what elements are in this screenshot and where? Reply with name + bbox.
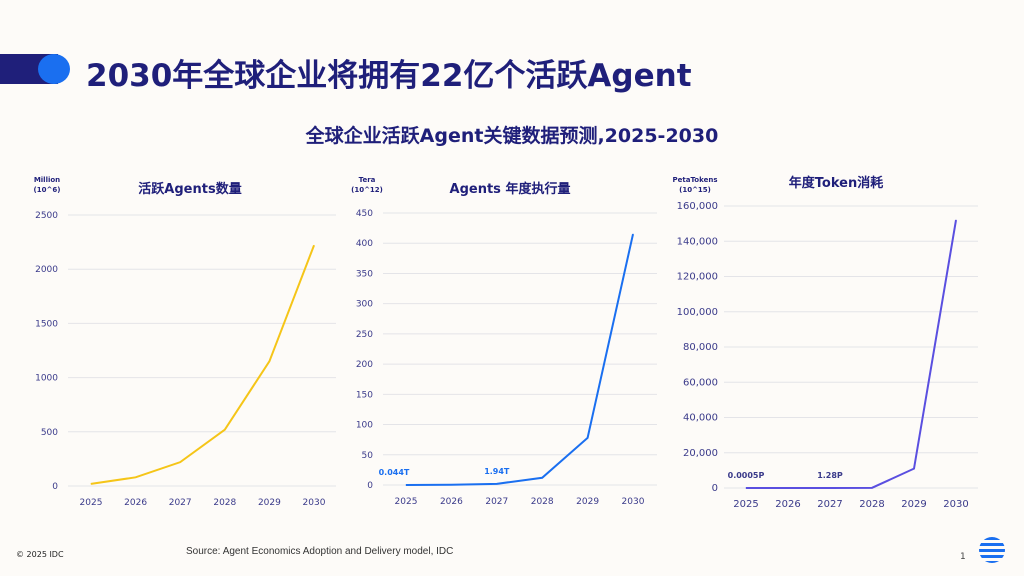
data-point: [313, 244, 315, 246]
chart-title: 活跃Agents数量: [138, 181, 241, 197]
data-point: [179, 461, 181, 463]
y-unit-label: Tera: [359, 176, 376, 184]
data-point: [871, 487, 873, 489]
data-point: [135, 476, 137, 478]
data-point: [787, 487, 789, 489]
x-tick-label: 2027: [817, 499, 842, 510]
y-tick-label: 1000: [35, 374, 58, 384]
series-line: [405, 233, 634, 486]
data-label: 1.94T: [484, 467, 510, 476]
data-point: [913, 468, 915, 470]
x-tick-label: 2027: [485, 497, 508, 507]
y-tick-label: 400: [356, 239, 373, 249]
x-tick-label: 2026: [124, 498, 147, 508]
y-tick-label: 50: [362, 451, 374, 461]
idc-logo-icon: [979, 537, 1005, 563]
x-tick-label: 2029: [258, 498, 281, 508]
data-point: [224, 429, 226, 431]
x-tick-label: 2028: [859, 499, 884, 510]
page-number: 1: [960, 552, 966, 562]
y-tick-label: 2500: [35, 211, 58, 221]
x-tick-label: 2028: [531, 497, 554, 507]
y-tick-label: 350: [356, 269, 373, 279]
data-point: [587, 437, 589, 439]
data-label: 0.0005P: [728, 471, 765, 480]
y-tick-label: 80,000: [683, 342, 718, 353]
y-unit-label: (10^12): [351, 186, 383, 194]
y-tick-label: 20,000: [683, 448, 718, 459]
y-tick-label: 0: [367, 481, 373, 491]
data-label: 1.28P: [817, 471, 843, 480]
y-tick-label: 1500: [35, 319, 58, 329]
y-tick-label: 250: [356, 330, 373, 340]
data-point: [268, 360, 270, 362]
x-tick-label: 2025: [80, 498, 103, 508]
x-tick-label: 2026: [440, 497, 463, 507]
data-point: [541, 477, 543, 479]
y-tick-label: 450: [356, 209, 373, 219]
y-tick-label: 150: [356, 390, 373, 400]
y-tick-label: 300: [356, 300, 373, 310]
x-tick-label: 2030: [943, 499, 968, 510]
y-unit-label: (10^6): [34, 186, 61, 194]
x-tick-label: 2030: [303, 498, 326, 508]
x-tick-label: 2026: [775, 499, 800, 510]
x-tick-label: 2025: [395, 497, 418, 507]
y-tick-label: 0: [712, 483, 718, 494]
copyright: © 2025 IDC: [16, 550, 64, 559]
data-point: [829, 487, 831, 489]
y-tick-label: 0: [52, 482, 58, 492]
y-tick-label: 160,000: [677, 201, 718, 212]
data-point: [955, 219, 957, 221]
x-tick-label: 2029: [901, 499, 926, 510]
x-tick-label: 2027: [169, 498, 192, 508]
y-tick-label: 120,000: [677, 272, 718, 283]
data-point: [90, 483, 92, 485]
y-unit-label: Million: [34, 176, 60, 184]
title-accent-dot: [38, 54, 70, 84]
chart-title: 年度Token消耗: [789, 175, 883, 191]
data-point: [496, 483, 498, 485]
page-title: 2030年全球企业将拥有22亿个活跃Agent: [86, 58, 692, 94]
data-point: [450, 484, 452, 486]
x-tick-label: 2030: [622, 497, 645, 507]
series-line: [90, 244, 315, 485]
y-tick-label: 500: [41, 428, 58, 438]
y-unit-label: (10^15): [679, 186, 711, 194]
x-tick-label: 2028: [213, 498, 236, 508]
x-tick-label: 2029: [576, 497, 599, 507]
y-tick-label: 100: [356, 421, 373, 431]
y-tick-label: 60,000: [683, 377, 718, 388]
source-note: Source: Agent Economics Adoption and Del…: [186, 546, 454, 557]
data-point: [632, 233, 634, 235]
chart-title: Agents 年度执行量: [450, 181, 571, 197]
y-tick-label: 2000: [35, 265, 58, 275]
data-label: 0.044T: [379, 468, 410, 477]
y-tick-label: 200: [356, 360, 373, 370]
x-tick-label: 2025: [733, 499, 758, 510]
data-point: [405, 484, 407, 486]
y-unit-label: PetaTokens: [673, 176, 718, 184]
y-tick-label: 100,000: [677, 307, 718, 318]
y-tick-label: 140,000: [677, 236, 718, 247]
page-subtitle: 全球企业活跃Agent关键数据预测,2025-2030: [305, 125, 719, 147]
y-tick-label: 40,000: [683, 413, 718, 424]
data-point: [745, 487, 747, 489]
series-line: [745, 219, 957, 489]
